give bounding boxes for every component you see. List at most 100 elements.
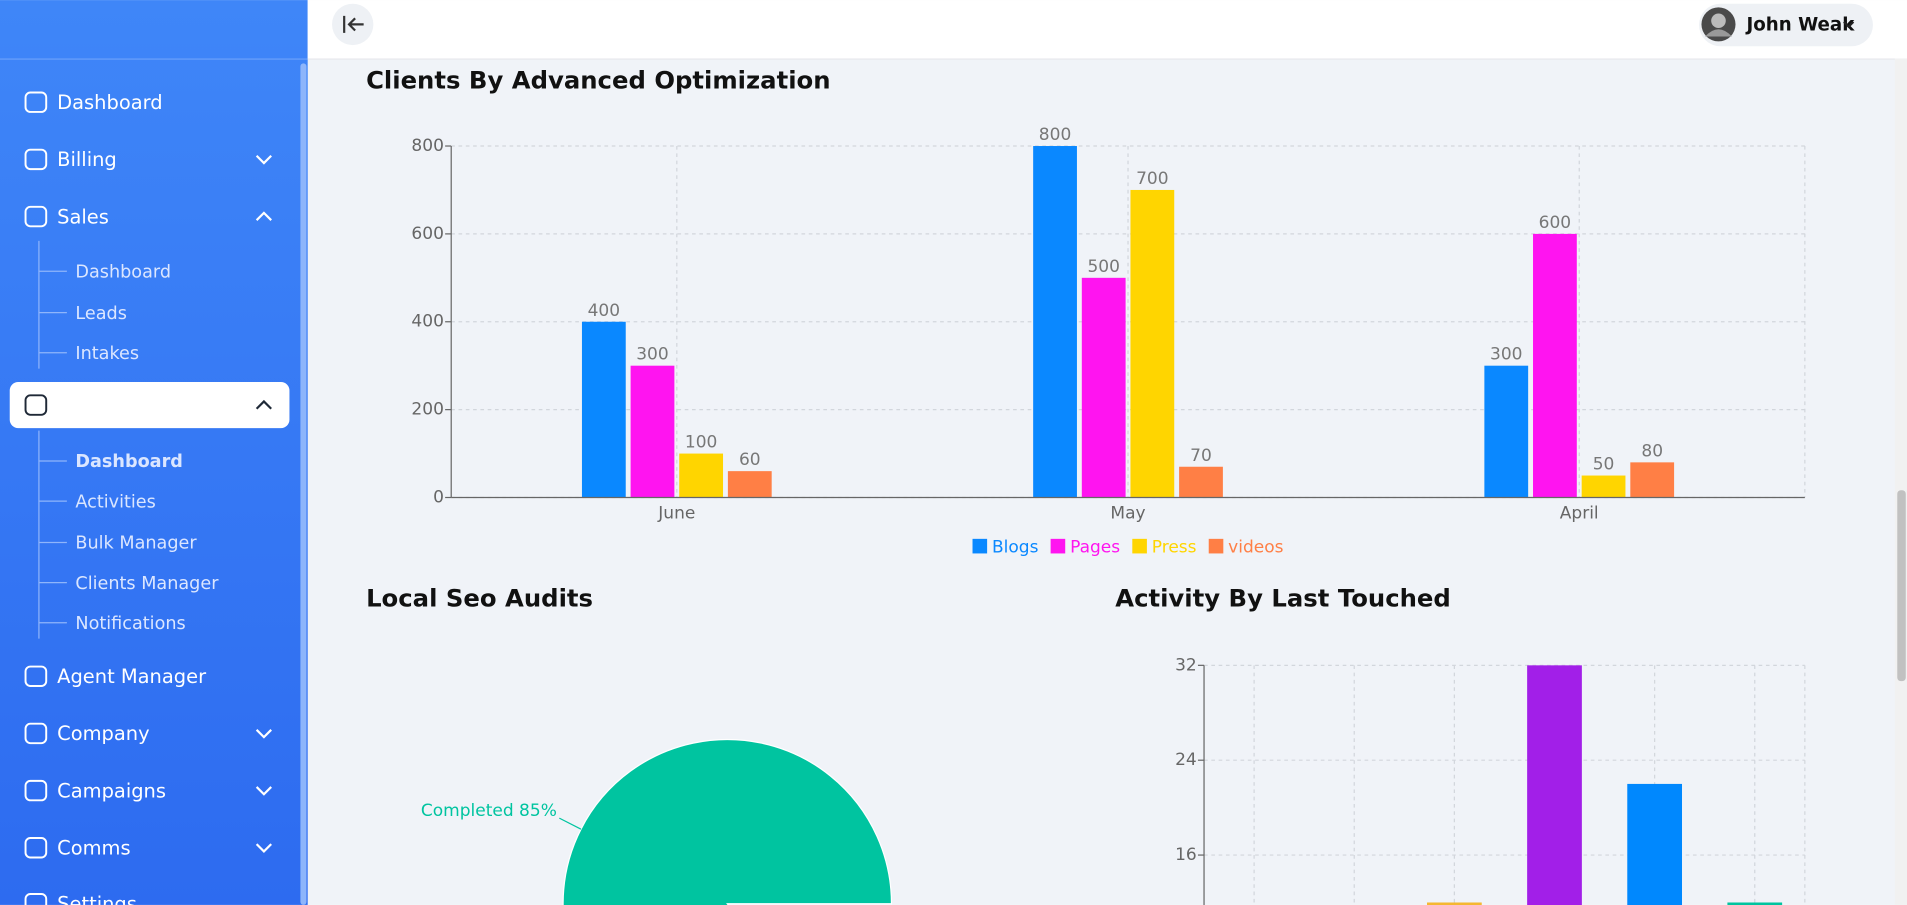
y-tick-label: 400 xyxy=(411,312,443,332)
user-menu[interactable]: John Weak xyxy=(1699,3,1873,47)
x-tick-label: April xyxy=(1560,503,1599,523)
chart-title: Local Seo Audits xyxy=(366,584,593,613)
user-name: John Weak xyxy=(1744,15,1855,36)
nav-label: Company xyxy=(57,722,149,745)
nav-icon xyxy=(24,394,48,416)
y-tick-label: 16 xyxy=(1175,845,1197,865)
value-label: 80 xyxy=(1641,441,1663,461)
legend-swatch xyxy=(972,538,988,554)
nav-icon xyxy=(24,837,48,859)
nav-sub-label[interactable]: Notifications xyxy=(75,614,185,634)
bar xyxy=(1130,189,1175,498)
nav-sub-label[interactable]: Activities xyxy=(75,492,155,512)
nav-icon xyxy=(24,205,48,228)
bar xyxy=(1427,902,1482,905)
value-label: 300 xyxy=(1490,345,1522,365)
x-tick-label: May xyxy=(1110,503,1145,523)
nav-icon xyxy=(24,722,48,745)
nav-icon xyxy=(24,893,48,905)
y-tick-label: 24 xyxy=(1175,750,1197,770)
legend-item[interactable]: videos xyxy=(1208,537,1284,557)
legend-label: Pages xyxy=(1070,537,1120,557)
chart-title: Clients By Advanced Optimization xyxy=(366,66,830,95)
nav-active-bg xyxy=(9,381,290,429)
nav-sub-label[interactable]: Dashboard xyxy=(75,452,182,472)
value-label: 600 xyxy=(1539,213,1571,233)
nav-label: Agent Manager xyxy=(57,665,206,688)
bar xyxy=(1630,462,1675,498)
sidebar-scrollbar xyxy=(300,63,307,905)
legend-label: Blogs xyxy=(992,537,1039,557)
bar xyxy=(1179,466,1223,498)
bar xyxy=(1484,365,1529,498)
bar xyxy=(1581,475,1626,498)
nav-chevron xyxy=(255,211,272,221)
bar xyxy=(581,321,626,498)
legend-label: Press xyxy=(1152,537,1197,557)
value-label: 100 xyxy=(685,433,717,453)
nav-label: Clients xyxy=(57,394,123,417)
bar xyxy=(1627,783,1683,905)
nav-item[interactable]: Billing xyxy=(24,148,272,171)
sidebar xyxy=(0,0,308,905)
nav-icon xyxy=(24,665,48,687)
bar xyxy=(1033,146,1077,498)
nav-sub-label[interactable]: Clients Manager xyxy=(75,574,219,594)
nav-icon xyxy=(24,779,48,802)
pie-label: Completed 85% xyxy=(421,801,557,821)
nav-label: Settings xyxy=(57,892,137,905)
nav-item[interactable]: Company xyxy=(24,722,272,745)
legend-item[interactable]: Blogs xyxy=(972,537,1039,557)
back-button[interactable] xyxy=(332,3,374,46)
bar xyxy=(727,471,772,498)
bar xyxy=(679,453,724,498)
charts: Clients By Advanced Optimization 0 200 400 6… xyxy=(366,66,1806,905)
y-tick-label: 200 xyxy=(411,400,443,420)
bar xyxy=(1081,277,1126,498)
nav-chevron xyxy=(255,729,272,739)
nav-label: Campaigns xyxy=(57,779,166,802)
value-label: 700 xyxy=(1136,169,1168,189)
value-label: 400 xyxy=(588,301,620,321)
legend-swatch xyxy=(1208,538,1224,554)
x-tick-label: June xyxy=(657,503,695,523)
nav-chevron xyxy=(255,154,272,165)
nav-item[interactable]: Sales xyxy=(24,205,272,228)
legend-item[interactable]: Press xyxy=(1132,537,1197,557)
nav-item[interactable]: Settings xyxy=(24,892,137,905)
nav-label: Billing xyxy=(57,148,117,171)
chart-title: Activity By Last Touched xyxy=(1115,584,1451,613)
nav-sub-label[interactable]: Bulk Manager xyxy=(75,534,197,554)
nav-chevron xyxy=(255,786,272,796)
nav-chevron xyxy=(255,399,272,410)
sidebar-nav: Dashboard Billing Sales Dashboard Leads Intak… xyxy=(9,91,290,905)
bar xyxy=(1533,233,1577,498)
value-label: 500 xyxy=(1087,257,1119,277)
nav-chevron xyxy=(255,843,272,853)
bar xyxy=(630,365,675,498)
y-tick-label: 0 xyxy=(433,487,444,507)
page-scrollbar-thumb[interactable] xyxy=(1897,490,1906,682)
nav-icon xyxy=(24,148,48,171)
legend-swatch xyxy=(1050,538,1066,554)
topbar xyxy=(307,0,1907,59)
y-tick-label: 800 xyxy=(411,136,443,156)
nav-label: Dashboard xyxy=(57,91,162,114)
nav-item[interactable]: Campaigns xyxy=(24,779,272,802)
nav-item[interactable]: Dashboard xyxy=(24,91,163,114)
nav-label: Sales xyxy=(57,205,109,228)
nav-sub-label[interactable]: Intakes xyxy=(75,344,139,364)
value-label: 800 xyxy=(1039,125,1071,145)
value-label: 70 xyxy=(1190,446,1212,466)
nav-item[interactable]: Clients xyxy=(9,381,290,429)
nav-item[interactable]: Agent Manager xyxy=(24,665,207,688)
bar xyxy=(1527,665,1582,905)
legend-item[interactable]: Pages xyxy=(1050,537,1121,557)
bar xyxy=(1727,902,1783,905)
legend-label: videos xyxy=(1228,537,1283,557)
nav-item[interactable]: Comms xyxy=(24,836,272,859)
nav-sub-label[interactable]: Dashboard xyxy=(75,263,171,283)
nav-sub-label[interactable]: Leads xyxy=(75,304,127,324)
